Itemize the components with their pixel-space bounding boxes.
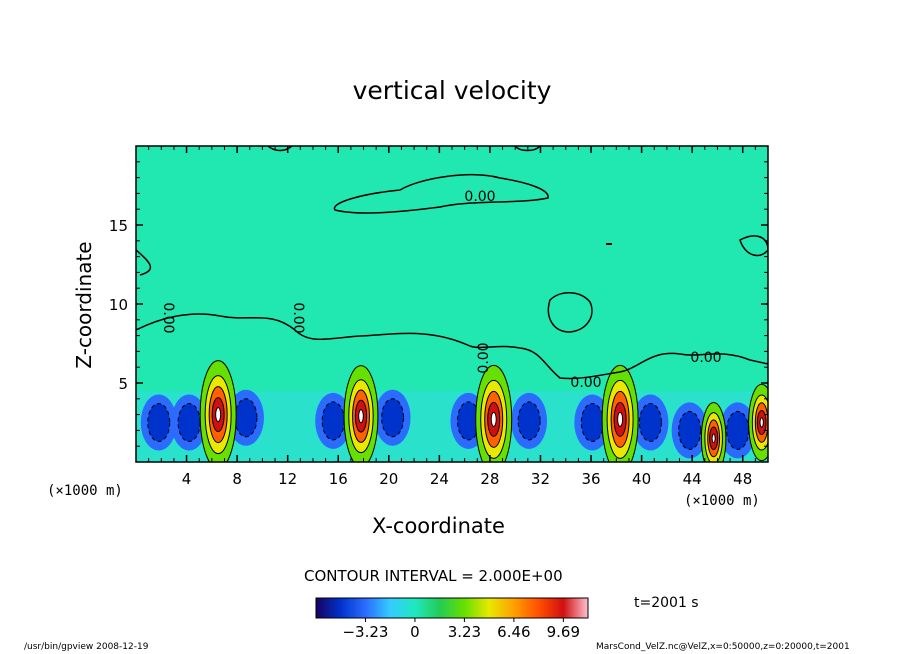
- contour-label: 0.00: [464, 189, 495, 205]
- contour-label: 0.00: [290, 302, 306, 333]
- downdraft-inner: [581, 403, 604, 442]
- downdraft-inner: [726, 411, 749, 450]
- updraft-2: [343, 365, 379, 462]
- zero-contour-top: [267, 146, 541, 152]
- downdraft-inner: [518, 401, 541, 440]
- contour-label: 0.00: [160, 302, 176, 333]
- downdraft-contour: [517, 401, 541, 441]
- y-axis: 5 10 15: [109, 161, 768, 447]
- zero-contours: [136, 146, 768, 380]
- colorbar-tick-label: 0: [410, 623, 420, 641]
- y-tick-label: 5: [118, 375, 128, 393]
- downdraft-contour: [381, 398, 405, 438]
- x-unit-left: (×1000 m): [47, 483, 123, 499]
- downdraft-inner: [322, 401, 345, 440]
- y-tick-label: 15: [109, 217, 128, 235]
- downdraft-11: [719, 402, 756, 459]
- downdraft-inner: [639, 403, 662, 442]
- contour-label: 0.00: [476, 342, 492, 373]
- x-tick-label: 16: [329, 470, 348, 488]
- colorbar: [315, 597, 589, 619]
- zero-contour-lower: [136, 313, 768, 380]
- updraft-core: [617, 411, 624, 427]
- x-tick-label: 48: [733, 470, 752, 488]
- downdraft-2: [171, 394, 208, 451]
- downdraft-inner: [678, 411, 701, 450]
- updraft-core: [759, 417, 764, 428]
- footer-right: MarsCond_VelZ.nc@VelZ,x=0:50000,z=0:2000…: [596, 642, 850, 652]
- updraft-4: [601, 364, 639, 462]
- time-label: t=2001 s: [634, 595, 699, 611]
- x-tick-label: 36: [581, 470, 600, 488]
- velocity-field: [136, 360, 768, 462]
- x-axis: 4 8 12 16 20 24 28 32 36 40 44 48: [148, 146, 756, 488]
- x-axis-label: X-coordinate: [372, 514, 505, 538]
- downdraft-inner: [457, 401, 480, 440]
- x-tick-label: 24: [430, 470, 449, 488]
- colorbar-tick-label: 9.69: [547, 623, 580, 641]
- contour-label: 0.00: [690, 350, 721, 366]
- downdraft-5: [374, 389, 411, 446]
- downdraft-inner: [381, 398, 404, 437]
- updraft-5: [700, 402, 727, 462]
- colorbar-tick-label: 3.23: [448, 623, 481, 641]
- zero-contour-left: [136, 249, 152, 276]
- x-tick-label: 32: [531, 470, 550, 488]
- updraft-core: [711, 433, 716, 444]
- updraft-3: [475, 364, 513, 462]
- x-tick-label: 44: [683, 470, 702, 488]
- zero-contour-upper: [333, 174, 549, 214]
- y-axis-label: Z-coordinate: [72, 241, 96, 369]
- downdraft-10: [671, 402, 708, 459]
- footer-left: /usr/bin/gpview 2008-12-19: [24, 642, 149, 652]
- updraft-1: [199, 360, 237, 462]
- colorbar-tick-label: −3.23: [342, 623, 388, 641]
- downdraft-7: [511, 392, 548, 449]
- y-tick-label: 10: [109, 296, 128, 314]
- downdraft-contour: [638, 403, 662, 442]
- zero-contour-blob: [547, 292, 593, 333]
- chart-title: vertical velocity: [352, 76, 552, 105]
- colorbar-ticks: −3.23 0 3.23 6.46 9.69: [342, 618, 580, 641]
- x-tick-label: 20: [379, 470, 398, 488]
- downdraft-9: [632, 394, 669, 451]
- x-tick-label: 4: [182, 470, 192, 488]
- updraft-core: [215, 407, 222, 423]
- downdraft-inner: [178, 403, 201, 442]
- downdraft-contour: [147, 403, 171, 442]
- downdraft-inner: [234, 398, 257, 437]
- downdraft-4: [315, 392, 352, 449]
- x-unit-right: (×1000 m): [684, 493, 760, 509]
- contour-interval-label: CONTOUR INTERVAL = 2.000E+00: [304, 567, 563, 585]
- x-tick-label: 40: [632, 470, 651, 488]
- x-tick-label: 8: [232, 470, 242, 488]
- downdraft-contour: [234, 398, 258, 438]
- zero-contour-right: [739, 235, 768, 257]
- downdraft-3: [227, 389, 264, 446]
- colorbar-tick-label: 6.46: [497, 623, 530, 641]
- downdraft-8: [574, 394, 611, 451]
- x-tick-label: 28: [480, 470, 499, 488]
- colorbar-bar: [315, 597, 589, 619]
- contour-labels: 0.00 0.00 0.00 0.00 0.00 0.00: [160, 189, 722, 391]
- updraft-6: [748, 383, 768, 462]
- contour-label: 0.00: [570, 375, 601, 391]
- updraft-core: [358, 409, 364, 424]
- downdraft-1: [140, 394, 177, 451]
- x-tick-label: 12: [278, 470, 297, 488]
- downdraft-contour: [678, 410, 702, 450]
- updraft-core: [490, 411, 497, 427]
- downdraft-inner: [147, 403, 170, 442]
